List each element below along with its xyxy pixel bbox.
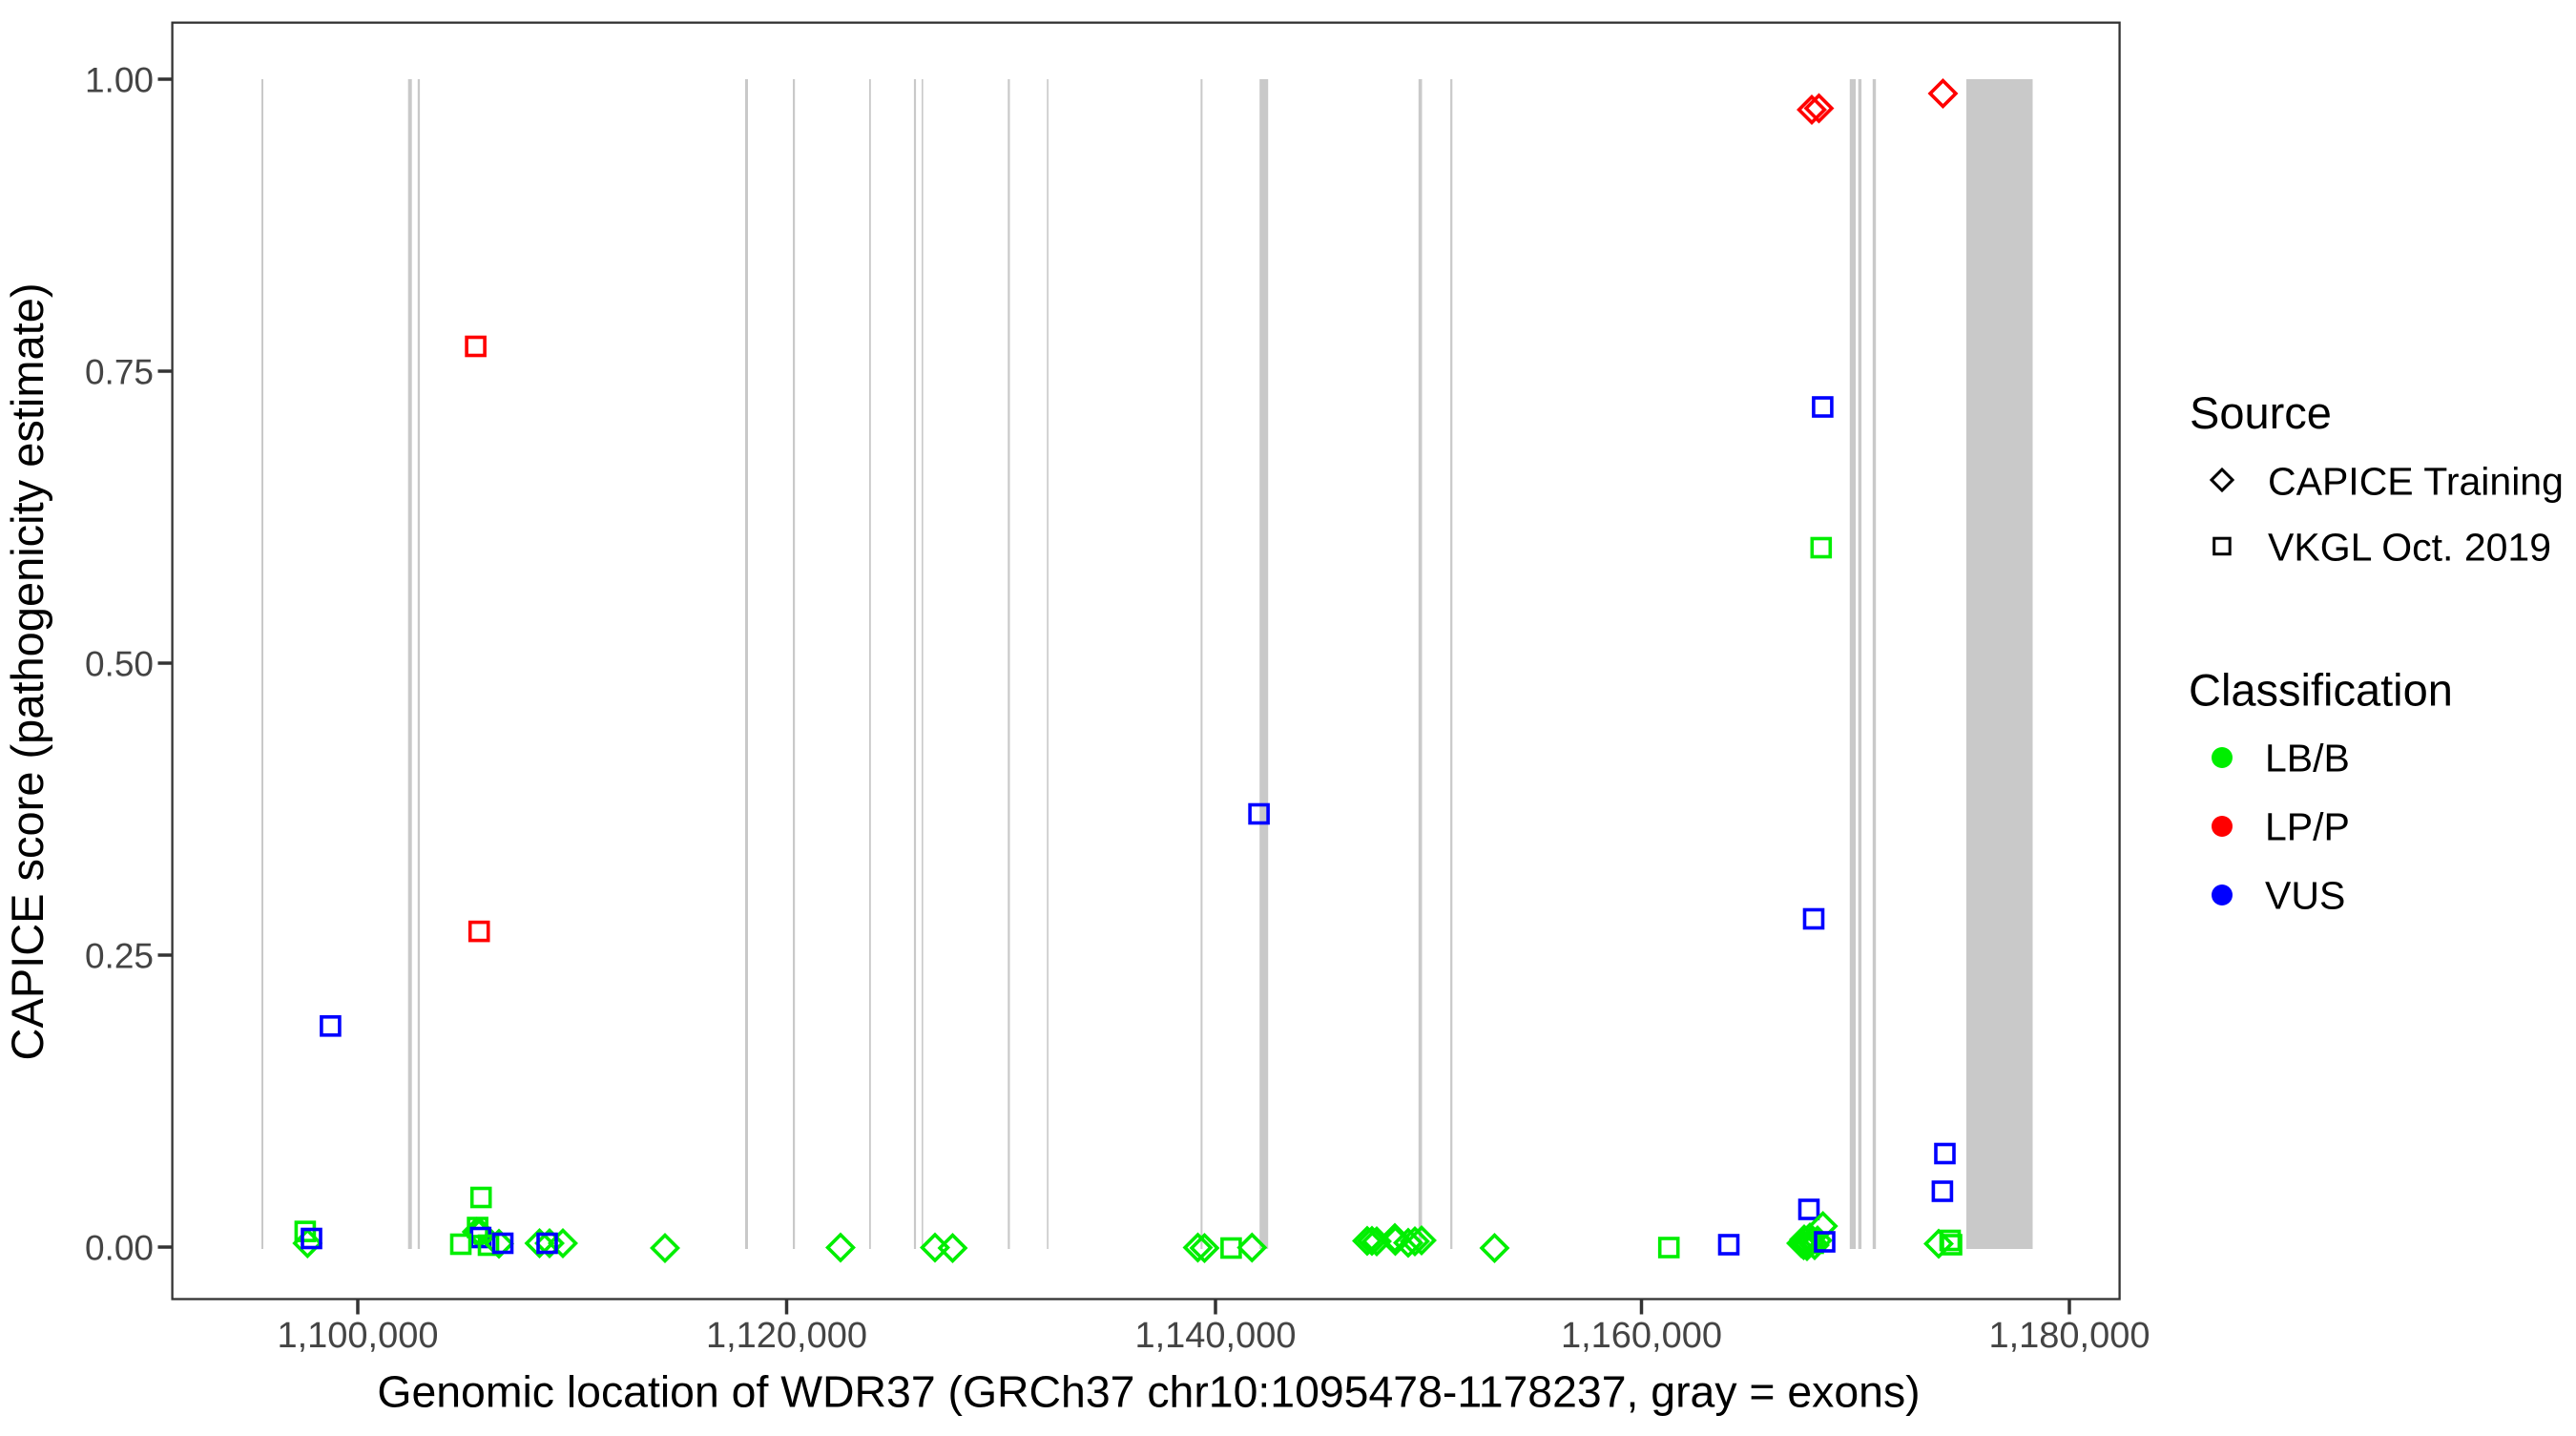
svg-text:LB/B: LB/B (2265, 737, 2350, 780)
svg-text:LP/P: LP/P (2265, 805, 2350, 849)
svg-text:1,120,000: 1,120,000 (706, 1316, 867, 1356)
svg-text:1,100,000: 1,100,000 (277, 1316, 438, 1356)
svg-text:VUS: VUS (2265, 874, 2345, 918)
svg-text:CAPICE score (pathogenicity es: CAPICE score (pathogenicity estimate) (2, 283, 52, 1061)
svg-text:CAPICE Training: CAPICE Training (2268, 459, 2564, 503)
svg-text:1,180,000: 1,180,000 (1988, 1316, 2150, 1356)
svg-text:1,160,000: 1,160,000 (1561, 1316, 1722, 1356)
svg-text:Genomic location of WDR37 (GRC: Genomic location of WDR37 (GRCh37 chr10:… (377, 1367, 1920, 1417)
svg-text:0.00: 0.00 (85, 1229, 154, 1268)
svg-text:Classification: Classification (2189, 664, 2453, 715)
svg-text:0.75: 0.75 (85, 353, 154, 392)
svg-text:Source: Source (2190, 387, 2332, 438)
svg-text:1.00: 1.00 (85, 61, 154, 100)
svg-text:0.50: 0.50 (85, 645, 154, 684)
svg-text:0.25: 0.25 (85, 937, 154, 976)
svg-text:1,140,000: 1,140,000 (1134, 1316, 1296, 1356)
svg-text:VKGL Oct. 2019: VKGL Oct. 2019 (2268, 526, 2551, 570)
